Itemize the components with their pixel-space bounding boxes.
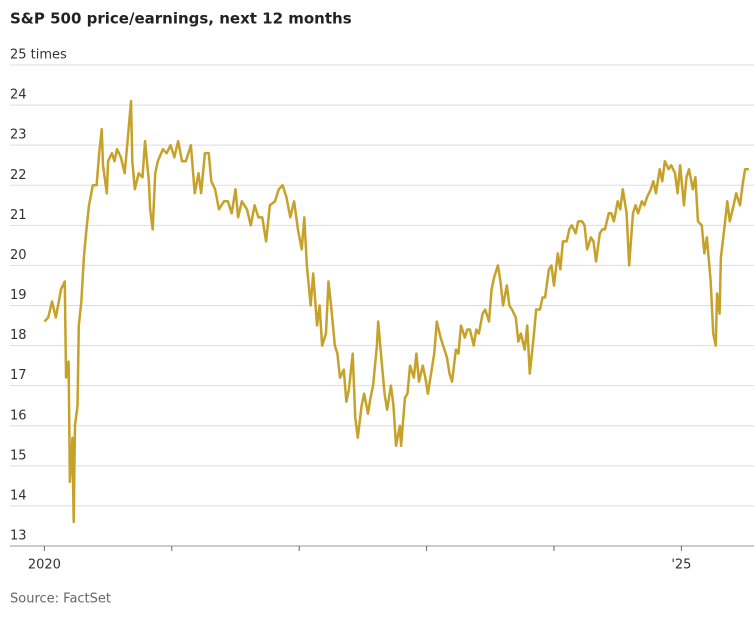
y-tick-label: 13 bbox=[10, 529, 27, 544]
y-tick-label: 18 bbox=[10, 328, 27, 343]
y-tick-label: 17 bbox=[10, 368, 27, 383]
y-tick-label: 16 bbox=[10, 408, 27, 423]
x-tick-label: 2020 bbox=[28, 558, 61, 573]
y-tick-label: 14 bbox=[10, 488, 27, 503]
data-line bbox=[43, 99, 749, 524]
y-tick-label: 22 bbox=[10, 168, 27, 183]
y-tick-label: 20 bbox=[10, 248, 27, 263]
y-tick-label: 19 bbox=[10, 288, 27, 303]
chart-title: S&P 500 price/earnings, next 12 months bbox=[10, 10, 352, 28]
y-tick-label: 25 times bbox=[10, 48, 67, 63]
y-tick-label: 21 bbox=[10, 208, 27, 223]
y-tick-label: 24 bbox=[10, 88, 27, 103]
source-note: Source: FactSet bbox=[10, 592, 111, 607]
y-tick-label: 15 bbox=[10, 448, 27, 463]
x-tick-label: '25 bbox=[671, 558, 691, 573]
y-tick-label: 23 bbox=[10, 128, 27, 143]
